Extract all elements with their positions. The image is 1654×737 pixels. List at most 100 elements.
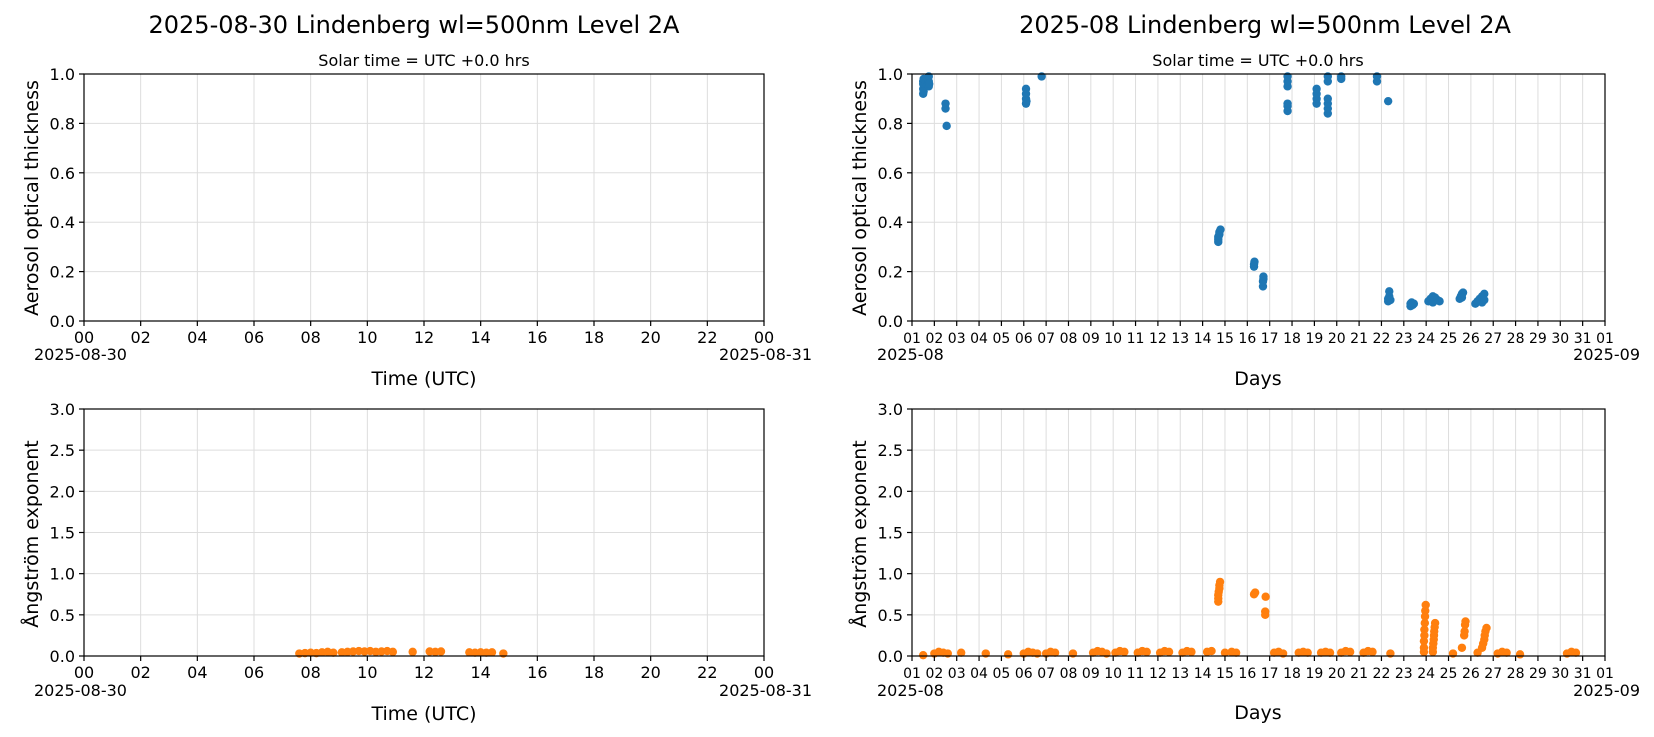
monthly-angstrom-date-start: 2025-08 (877, 681, 944, 700)
monthly-aod-xtick-label: 22 (1373, 331, 1391, 347)
monthly-aod-xtick-label: 28 (1507, 331, 1525, 347)
monthly-aod-xtick-label: 12 (1149, 331, 1167, 347)
monthly-angstrom-ytick-label: 1.0 (878, 565, 903, 584)
monthly-angstrom-xtick-label: 26 (1462, 666, 1480, 682)
monthly-aod-xtick-label: 02 (925, 331, 943, 347)
monthly-angstrom-xtick-label: 10 (1104, 666, 1122, 682)
daily-angstrom-xtick-label: 02 (130, 663, 150, 682)
daily-angstrom-ytick-label: 3.0 (50, 400, 75, 419)
monthly-aod-xtick-label: 04 (970, 331, 988, 347)
monthly-angstrom-point (1261, 607, 1270, 616)
monthly-aod-point (1457, 293, 1467, 302)
daily-angstrom-xlabel: Time (UTC) (370, 703, 476, 725)
daily-aod-xtick-label: 02 (130, 328, 150, 347)
monthly-angstrom-point (1214, 597, 1223, 606)
monthly-angstrom-xtick-label: 04 (970, 666, 988, 682)
monthly-aod-xtick-label: 26 (1462, 331, 1480, 347)
daily-aod-ytick-label: 0.2 (50, 263, 75, 282)
monthly-aod-point (1283, 99, 1292, 108)
monthly-aod-xtick-label: 13 (1171, 331, 1189, 347)
daily-angstrom-point (487, 648, 497, 657)
monthly-angstrom-xtick-label: 07 (1037, 666, 1055, 682)
monthly-aod-point (941, 99, 950, 108)
monthly-aod-xtick-label: 18 (1283, 331, 1301, 347)
monthly-angstrom-point (1420, 625, 1429, 634)
monthly-aod-xtick-label: 05 (993, 331, 1011, 347)
monthly-aod-panel: 2025-08 Lindenberg wl=500nm Level 2A Sol… (849, 11, 1640, 390)
daily-angstrom-date-start: 2025-08-30 (34, 681, 127, 700)
monthly-aod-date-start: 2025-08 (877, 345, 944, 364)
monthly-aod-point (1383, 96, 1393, 106)
daily-aod-ylabel: Aerosol optical thickness (21, 80, 43, 316)
monthly-angstrom-ytick-label: 2.5 (878, 441, 903, 460)
monthly-angstrom-point (1457, 643, 1467, 652)
monthly-angstrom-point (1325, 648, 1335, 657)
monthly-angstrom-ytick-label: 3.0 (878, 400, 903, 419)
monthly-angstrom-xtick-label: 08 (1060, 666, 1078, 682)
monthly-aod-ytick-label: 0.4 (878, 213, 903, 232)
daily-aod-subtitle: Solar time = UTC +0.0 hrs (318, 51, 529, 70)
daily-angstrom-ytick-label: 2.5 (50, 441, 75, 460)
monthly-aod-point (1480, 295, 1489, 305)
monthly-aod-point (1428, 298, 1438, 307)
daily-aod-date-end: 2025-08-31 (719, 345, 812, 364)
monthly-aod-xtick-label: 27 (1484, 331, 1502, 347)
monthly-aod-xtick-label: 01 (903, 331, 921, 347)
monthly-aod-title: 2025-08 Lindenberg wl=500nm Level 2A (1019, 11, 1511, 39)
monthly-aod-ylabel: Aerosol optical thickness (849, 80, 871, 316)
monthly-angstrom-xtick-label: 13 (1171, 666, 1189, 682)
monthly-angstrom-xtick-label: 18 (1283, 666, 1301, 682)
monthly-aod-xtick-label: 06 (1015, 331, 1033, 347)
monthly-angstrom-xtick-label: 20 (1328, 666, 1346, 682)
daily-angstrom-xtick-label: 00 (74, 663, 94, 682)
daily-aod-ytick-label: 0.6 (50, 164, 75, 183)
monthly-aod-subtitle: Solar time = UTC +0.0 hrs (1152, 51, 1363, 70)
monthly-angstrom-point (1220, 648, 1230, 657)
monthly-aod-point (1259, 272, 1268, 281)
monthly-aod-xtick-label: 21 (1350, 331, 1368, 347)
daily-angstrom-ytick-label: 1.5 (50, 524, 75, 543)
daily-aod-ytick-label: 1.0 (50, 65, 75, 84)
daily-angstrom-xtick-label: 00 (754, 663, 774, 682)
monthly-angstrom-xtick-label: 27 (1484, 666, 1502, 682)
monthly-angstrom-xtick-label: 09 (1082, 666, 1100, 682)
monthly-aod-point (1385, 287, 1394, 296)
monthly-angstrom-ytick-label: 0.0 (878, 647, 903, 666)
monthly-angstrom-point (1187, 647, 1196, 657)
monthly-angstrom-point (1461, 617, 1470, 626)
monthly-angstrom-xtick-label: 23 (1395, 666, 1413, 682)
monthly-aod-xlabel: Days (1234, 368, 1281, 390)
daily-angstrom-point (436, 647, 446, 656)
daily-aod-ytick-label: 0.0 (50, 312, 75, 331)
daily-angstrom-xtick-label: 14 (470, 663, 490, 682)
monthly-angstrom-xtick-label: 01 (1596, 666, 1614, 682)
monthly-aod-xtick-label: 07 (1037, 331, 1055, 347)
monthly-aod-point (1480, 289, 1489, 299)
monthly-aod-xtick-label: 10 (1104, 331, 1122, 347)
monthly-angstrom-xtick-label: 30 (1551, 666, 1569, 682)
monthly-aod-ytick-label: 0.8 (878, 114, 903, 133)
monthly-angstrom-point (1120, 647, 1129, 657)
daily-angstrom-xtick-label: 04 (187, 663, 207, 682)
monthly-aod-xtick-label: 09 (1082, 331, 1100, 347)
monthly-angstrom-point (1207, 646, 1216, 656)
monthly-angstrom-xtick-label: 24 (1417, 666, 1435, 682)
monthly-angstrom-xtick-label: 25 (1440, 666, 1458, 682)
monthly-angstrom-xtick-label: 17 (1261, 666, 1279, 682)
monthly-aod-xtick-label: 08 (1060, 331, 1078, 347)
monthly-aod-point (1435, 297, 1444, 306)
monthly-aod-point (1386, 295, 1395, 305)
monthly-aod-date-end: 2025-09 (1573, 345, 1640, 364)
monthly-angstrom-xtick-label: 05 (993, 666, 1011, 682)
daily-aod-xtick-label: 00 (754, 328, 774, 347)
daily-aod-xtick-label: 22 (697, 328, 717, 347)
monthly-aod-point (1312, 84, 1321, 94)
monthly-aod-xtick-label: 31 (1574, 331, 1592, 347)
monthly-angstrom-xtick-label: 28 (1507, 666, 1525, 682)
monthly-aod-point (1021, 84, 1031, 94)
monthly-aod-point (1022, 96, 1031, 106)
monthly-aod-xtick-label: 14 (1194, 331, 1212, 347)
monthly-aod-point (942, 121, 951, 131)
daily-angstrom-ytick-label: 0.0 (50, 647, 75, 666)
